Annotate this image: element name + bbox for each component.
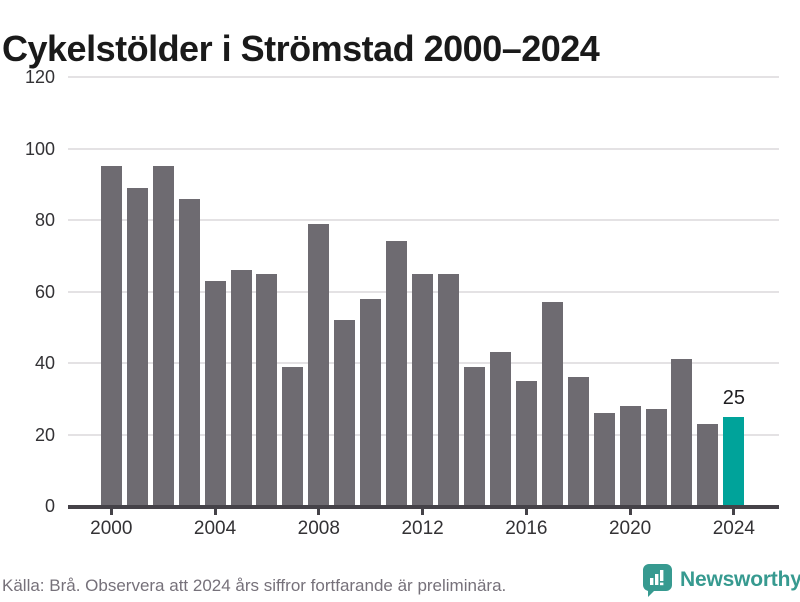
bar-2018 <box>567 377 589 506</box>
y-axis-label-0: 0 <box>44 496 55 516</box>
bar-2024-highlighted <box>723 416 745 506</box>
newsworthy-wordmark: Newsworthy <box>680 568 800 591</box>
bar-2012 <box>412 273 434 506</box>
x-axis-label-2016: 2016 <box>505 518 548 539</box>
bar-2009 <box>334 320 356 506</box>
y-axis-label-20: 20 <box>34 424 55 445</box>
bar-2014 <box>463 366 485 506</box>
gridline-120 <box>68 76 779 78</box>
bar-2015 <box>489 352 511 506</box>
bar-2005 <box>230 270 252 506</box>
bar-2010 <box>360 298 382 506</box>
x-axis-label-2024: 2024 <box>712 518 755 539</box>
x-axis-label-2004: 2004 <box>193 518 237 539</box>
bar-2011 <box>386 241 408 506</box>
y-axis-label-40: 40 <box>34 353 55 373</box>
bar-2003 <box>178 198 200 506</box>
gridline-80 <box>68 219 779 221</box>
gridline-100 <box>68 147 779 150</box>
bar-2023 <box>697 423 719 506</box>
x-axis-tick-2008 <box>317 508 321 515</box>
bar-2004 <box>204 280 226 506</box>
x-axis-tick-2004 <box>213 508 217 515</box>
value-label-2024: 25 <box>722 386 745 409</box>
bar-2002 <box>152 166 174 506</box>
bar-2019 <box>593 413 615 506</box>
bar-2007 <box>282 366 304 506</box>
y-axis-label-80: 80 <box>34 210 55 230</box>
y-axis-label-60: 60 <box>34 281 55 302</box>
bar-2001 <box>126 187 148 506</box>
source-note: Källa: Brå. Observera att 2024 års siffr… <box>2 576 507 595</box>
bar-2017 <box>541 302 563 506</box>
x-axis-label-2000: 2000 <box>90 518 133 539</box>
x-axis-tick-2016 <box>524 508 528 515</box>
x-axis-label-2008: 2008 <box>297 518 340 539</box>
x-axis-tick-2000 <box>109 508 113 515</box>
newsworthy-logo: Newsworthy <box>642 562 800 598</box>
x-axis-label-2020: 2020 <box>608 518 652 539</box>
x-axis-label-2012: 2012 <box>401 518 444 539</box>
y-axis-label-100: 100 <box>24 138 55 159</box>
bar-2020 <box>619 405 641 506</box>
newsworthy-chart-bubble-icon <box>642 563 672 597</box>
bar-2006 <box>256 273 278 506</box>
x-axis-tick-2024 <box>732 508 736 515</box>
bar-2022 <box>671 359 693 506</box>
x-axis-line <box>68 505 779 509</box>
bar-2008 <box>308 223 330 506</box>
bar-2000 <box>100 166 122 506</box>
bar-2021 <box>645 409 667 506</box>
x-axis-tick-2012 <box>421 508 425 515</box>
chart-title: Cykelstölder i Strömstad 2000–2024 <box>2 28 600 70</box>
bar-2016 <box>515 380 537 506</box>
bar-2013 <box>438 273 460 506</box>
y-axis-label-120: 120 <box>24 67 55 87</box>
x-axis-tick-2020 <box>628 508 632 515</box>
